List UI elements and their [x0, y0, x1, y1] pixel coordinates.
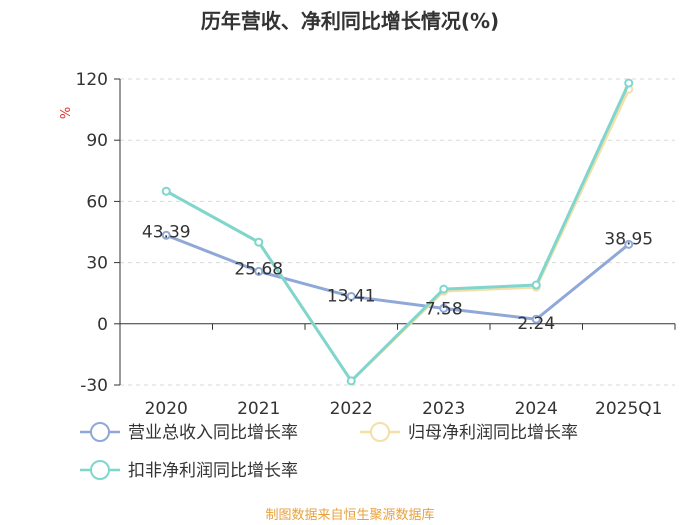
legend-marker-icon [90, 422, 110, 442]
data-point[interactable] [346, 291, 356, 301]
data-point[interactable] [346, 376, 356, 386]
legend-label: 归母净利润同比增长率 [408, 423, 578, 443]
y-tick-label: -30 [80, 376, 108, 396]
legend-marker-icon [90, 460, 110, 480]
series-line [165, 233, 630, 321]
data-point[interactable] [439, 284, 449, 294]
x-tick-label: 2022 [330, 399, 373, 419]
data-label: 25.68 [234, 259, 283, 279]
axes: -30 0 30 60 90 120 2020 2021 2022 2023 2024 2025Q1 [76, 70, 676, 419]
series-0 [161, 230, 634, 324]
grid [120, 78, 675, 386]
series-1 [161, 84, 634, 386]
legend-item[interactable]: 扣非净利润同比增长率 [80, 460, 298, 481]
x-tick-label: 2025Q1 [595, 399, 662, 419]
data-point[interactable] [254, 237, 264, 247]
x-tick-label: 2021 [237, 399, 280, 419]
data-point[interactable] [624, 78, 634, 88]
series-line [165, 82, 631, 383]
legend-label: 扣非净利润同比增长率 [128, 461, 298, 481]
legend-item[interactable]: 归母净利润同比增长率 [360, 422, 578, 443]
data-point[interactable] [624, 239, 634, 249]
y-tick-label: 0 [97, 315, 108, 335]
data-point[interactable] [161, 230, 171, 240]
y-axis-unit: % [59, 107, 74, 119]
data-label: 2.24 [517, 314, 555, 334]
x-tick-label: 2024 [515, 399, 558, 419]
y-tick-label: 60 [86, 192, 108, 212]
x-tick-label: 2023 [422, 399, 465, 419]
legend-item[interactable]: 营业总收入同比增长率 [80, 422, 298, 443]
data-label: 13.41 [327, 286, 376, 306]
y-tick-label: 120 [76, 70, 108, 90]
legend-label: 营业总收入同比增长率 [128, 423, 298, 443]
data-point[interactable] [254, 266, 264, 276]
y-tick-label: 30 [86, 254, 108, 274]
source-note: 制图数据来自恒生聚源数据库 [265, 507, 434, 523]
x-tick-label: 2020 [145, 399, 188, 419]
legend-marker-icon [370, 422, 390, 442]
data-point[interactable] [161, 186, 171, 196]
chart-title: 历年营收、净利同比增长情况(%) [201, 9, 499, 33]
data-label: 38.95 [604, 229, 653, 249]
y-tick-label: 90 [86, 131, 108, 151]
data-label: 43.39 [142, 222, 191, 242]
data-point[interactable] [439, 303, 449, 313]
data-labels: 43.39 25.68 13.41 7.58 2.24 38.95 [142, 222, 653, 334]
series-2 [161, 78, 634, 386]
data-point[interactable] [531, 280, 541, 290]
data-label: 7.58 [425, 299, 463, 319]
data-point[interactable] [531, 314, 541, 324]
series-lines [161, 78, 634, 386]
